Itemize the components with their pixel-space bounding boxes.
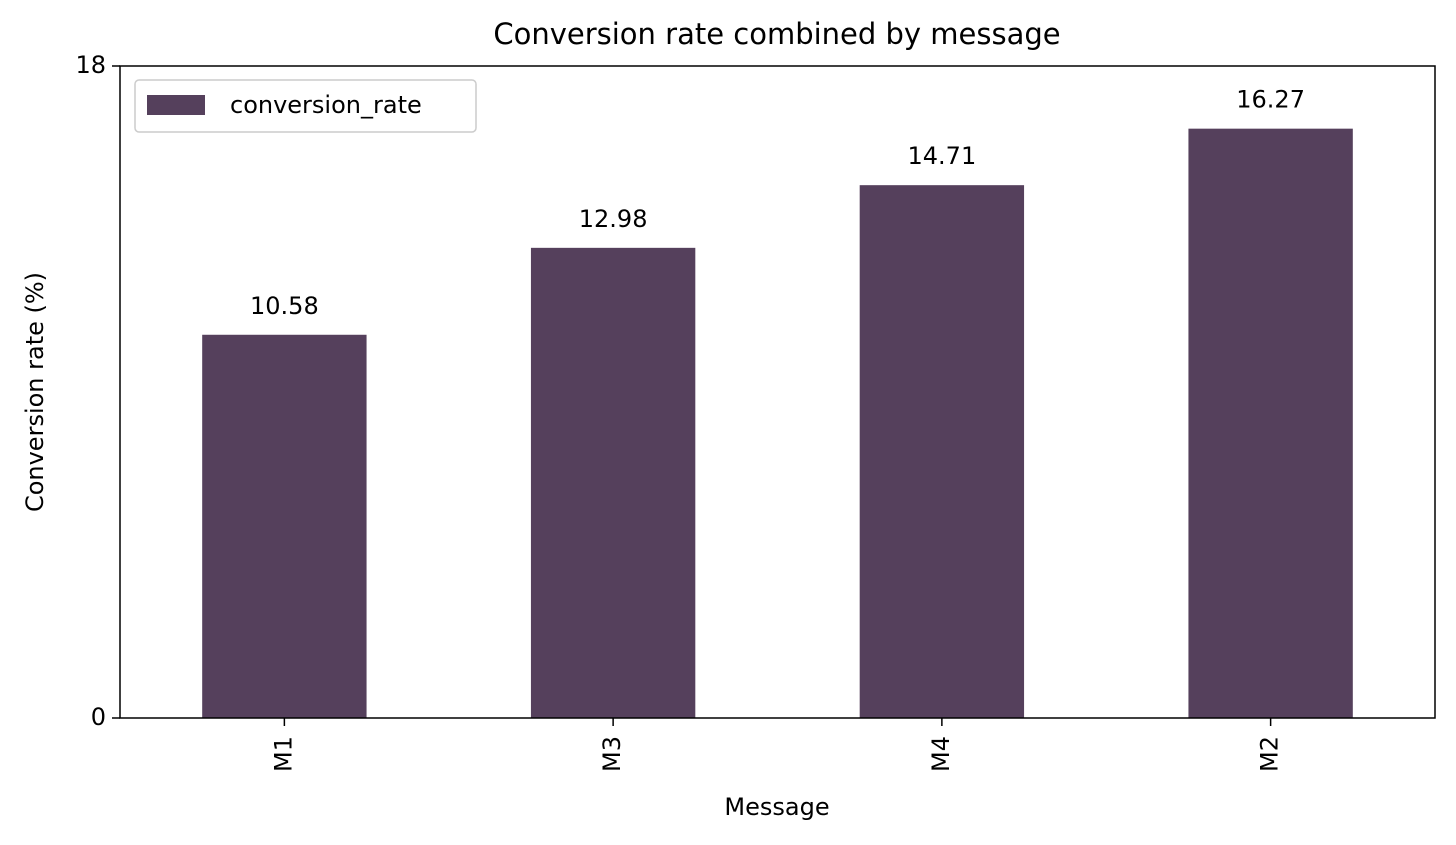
y-tick-label: 18 [75,51,106,79]
y-tick-label: 0 [91,703,106,731]
data-label: 10.58 [250,292,319,320]
x-tick-label: M3 [598,736,626,772]
legend-box [134,79,477,133]
y-axis-label: Conversion rate (%) [21,272,49,512]
data-label: 16.27 [1236,86,1305,114]
data-label: 14.71 [908,142,977,170]
x-tick-label: M1 [269,736,297,772]
bar [859,185,1025,718]
bar [202,334,367,718]
legend-label: conversion_rate [230,91,422,119]
chart-title: Conversion rate combined by message [493,17,1060,51]
x-axis-label: Message [724,793,829,821]
plot-frame [119,65,1436,719]
bar [530,247,696,718]
x-tick-label: M4 [927,736,955,772]
data-label: 12.98 [579,205,648,233]
bar [1188,128,1353,719]
legend-swatch [147,95,205,115]
x-tick-label: M2 [1256,736,1284,772]
